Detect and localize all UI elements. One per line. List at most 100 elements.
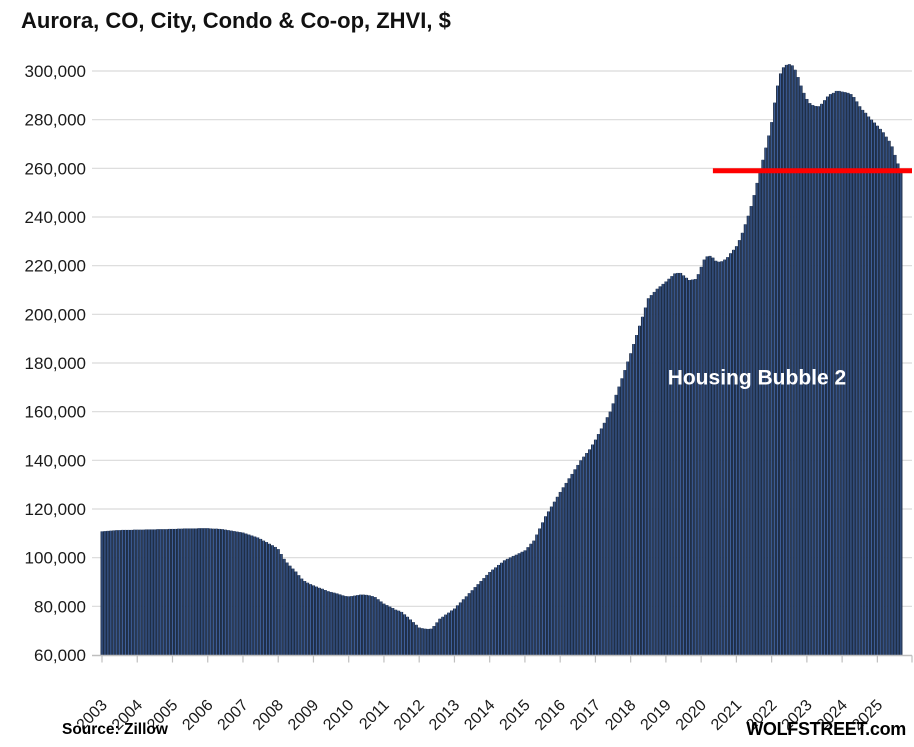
y-tick-label: 200,000 [25, 305, 86, 324]
bar-stripe [583, 456, 585, 656]
bar-stripe [527, 547, 529, 656]
bar-stripe [365, 594, 367, 656]
bar-stripe [627, 361, 629, 656]
bar-stripe [310, 584, 312, 656]
bar-stripe [151, 529, 153, 656]
x-tick-label: 2013 [426, 697, 463, 734]
bar-stripe [495, 567, 497, 656]
bar-stripe [263, 540, 265, 656]
bar-stripe [542, 522, 544, 656]
bar-stripe [589, 449, 591, 656]
bar-stripe [107, 530, 109, 656]
bar-stripe [127, 529, 129, 656]
bar-stripe [412, 622, 414, 656]
bar-stripe [406, 616, 408, 656]
bar-stripe [315, 586, 317, 656]
bar-stripe [809, 103, 811, 656]
bar-stripe [762, 159, 764, 656]
bar-stripe [415, 624, 417, 656]
bar-stripe [544, 516, 546, 656]
bar-stripe [806, 98, 808, 656]
bar-stripe [521, 551, 523, 656]
bar-stripe [738, 240, 740, 656]
bar-stripe [662, 283, 664, 656]
bar-stripe [430, 628, 432, 656]
bar-stripe [301, 578, 303, 656]
bar-stripe [644, 307, 646, 656]
bar-stripe [227, 530, 229, 656]
bar-stripe [289, 565, 291, 656]
bar-stripe [621, 378, 623, 656]
bar-stripe [342, 595, 344, 656]
bars [100, 64, 903, 656]
bar-stripe [210, 528, 212, 656]
bar-stripe [668, 278, 670, 656]
bar-stripe [600, 428, 602, 656]
bar-stripe [562, 487, 564, 656]
bar-stripe [236, 531, 238, 656]
bar-stripe [568, 478, 570, 656]
bar-stripe [624, 370, 626, 656]
bar-stripe [618, 386, 620, 656]
bar-stripe [859, 106, 861, 656]
bar-stripe [794, 69, 796, 656]
bar-stripe [174, 528, 176, 656]
x-tick-label: 2021 [708, 697, 745, 734]
bar-stripe [271, 545, 273, 656]
bar-stripe [888, 140, 890, 656]
bar-stripe [712, 257, 714, 656]
bar-stripe [498, 564, 499, 656]
bar-stripe [468, 593, 470, 656]
bar-stripe [101, 531, 103, 656]
bar-stripe [218, 528, 220, 656]
bar-stripe [518, 553, 520, 656]
bar-stripe [351, 596, 353, 656]
bar-stripe [709, 255, 711, 656]
bar-stripe [680, 272, 682, 656]
bar-stripe [612, 403, 614, 656]
bar-stripe [339, 594, 341, 656]
bar-stripe [280, 554, 282, 656]
bar-stripe [821, 103, 823, 656]
bar-stripe [233, 531, 235, 656]
x-tick-label: 2008 [250, 697, 287, 734]
bar-stripe [274, 546, 276, 656]
bar-stripe [277, 549, 279, 656]
bar-stripe [110, 530, 112, 656]
bar-stripe [879, 128, 881, 656]
bar-stripe [377, 599, 379, 656]
bar-stripe [606, 417, 608, 656]
bar-stripe [307, 582, 309, 656]
bar-stripe [357, 595, 359, 656]
y-tick-label: 280,000 [25, 111, 86, 130]
bar-stripe [442, 616, 444, 656]
bar-stripe [451, 610, 452, 656]
bar-stripe [759, 170, 761, 656]
bar-stripe [260, 538, 262, 656]
bar-stripe [171, 528, 173, 656]
bar-stripe [465, 596, 467, 656]
bar-stripe [847, 92, 849, 656]
bar-stripe [145, 529, 147, 656]
bar-stripe [295, 571, 297, 656]
bar-stripe [694, 279, 696, 656]
y-tick-label: 300,000 [25, 62, 86, 81]
bar-stripe [826, 96, 828, 656]
bar-stripe [700, 266, 702, 656]
bar-stripe [691, 279, 693, 656]
bar-stripe [512, 555, 514, 656]
bar-stripe [565, 482, 567, 656]
bar-stripe [630, 353, 632, 656]
bar-stripe [398, 610, 400, 656]
bar-stripe [359, 594, 361, 656]
bar-stripe [133, 529, 135, 656]
bar-stripe [741, 232, 743, 656]
bar-stripe [489, 572, 491, 656]
bar-stripe [448, 612, 450, 656]
bar-stripe [550, 506, 552, 656]
bar-stripe [615, 394, 617, 656]
bar-stripe [224, 529, 226, 656]
x-tick-label: 2017 [567, 697, 604, 734]
